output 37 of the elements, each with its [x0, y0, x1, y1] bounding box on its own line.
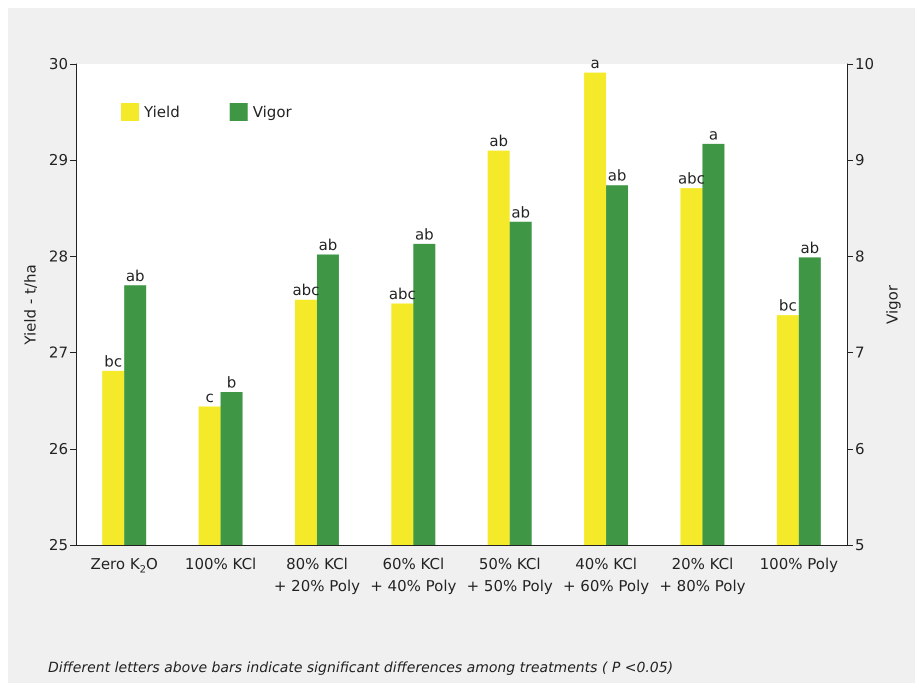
- x-tick-label: 60% KCl + 40% Poly: [370, 555, 457, 595]
- y-axis-title: Yield - t/ha: [22, 264, 40, 346]
- data-label: ab: [489, 132, 508, 150]
- y2-tick-label: 10: [855, 55, 874, 73]
- data-label: ab: [414, 225, 434, 244]
- data-label: c: [205, 388, 214, 406]
- y-tick-label: 30: [48, 55, 68, 73]
- y-tick-label: 25: [48, 536, 68, 554]
- y2-axis-title: Vigor: [884, 284, 902, 324]
- y2-tick-label: 8: [855, 247, 865, 266]
- y2-tick-label: 9: [855, 151, 865, 170]
- legend-label: Vigor: [252, 103, 293, 121]
- y-tick-label: 27: [48, 344, 68, 362]
- data-label: a: [590, 54, 600, 72]
- text: Different letters above bars indicate significant differences among treatments ( P <0.05): [48, 660, 674, 676]
- x-tick-label: 20% KCl + 80% Poly: [659, 555, 746, 595]
- legend-label: Yield: [143, 103, 180, 121]
- y-tick-label: 29: [48, 151, 68, 170]
- data-label: a: [708, 125, 718, 144]
- data-label: ab: [318, 236, 338, 254]
- y-tick-label: 26: [48, 440, 68, 458]
- x-tick-label: 40% KCl + 60% Poly: [562, 555, 650, 595]
- data-label: ab: [126, 266, 145, 285]
- data-label: ab: [608, 166, 626, 185]
- data-label: ab: [800, 238, 820, 257]
- data-label: bc: [778, 296, 797, 315]
- y2-tick-label: 5: [855, 536, 865, 554]
- data-label: ab: [511, 203, 530, 222]
- y2-tick-label: 7: [855, 344, 865, 362]
- y-tick-label: 28: [48, 247, 68, 266]
- data-label: bc: [104, 352, 122, 370]
- x-tick-label: 50% KCl + 50% Poly: [466, 555, 553, 595]
- data-label: b: [226, 374, 236, 392]
- x-tick-label: 80% KCl + 20% Poly: [274, 555, 360, 595]
- x-tick-label: 100% KCl: [184, 555, 256, 573]
- x-tick-label: 100% Poly: [760, 555, 838, 573]
- y2-tick-label: 6: [855, 440, 865, 458]
